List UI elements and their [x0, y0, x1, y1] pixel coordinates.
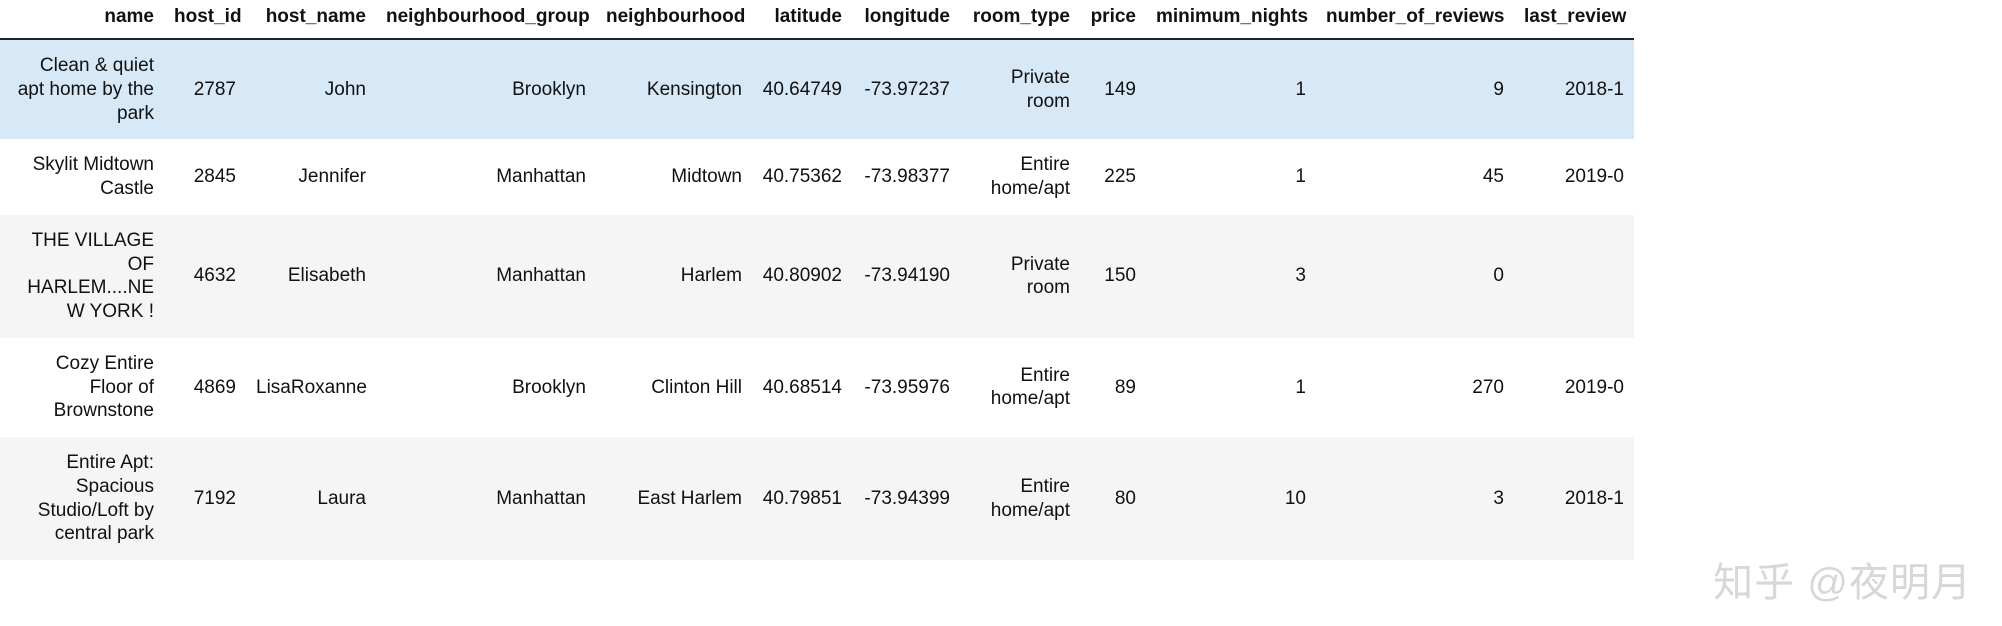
data-table: namehost_idhost_nameneighbourhood_groupn…	[0, 0, 1634, 560]
col-header-minimum_nights: minimum_nights	[1146, 0, 1316, 39]
cell-neighbourhood_group: Brooklyn	[376, 338, 596, 437]
cell-longitude: -73.95976	[852, 338, 960, 437]
cell-host_id: 4869	[164, 338, 246, 437]
cell-last_review: 2018-1	[1514, 437, 1634, 560]
cell-minimum_nights: 1	[1146, 338, 1316, 437]
col-header-latitude: latitude	[752, 0, 852, 39]
cell-neighbourhood: Clinton Hill	[596, 338, 752, 437]
cell-name: Entire Apt: Spacious Studio/Loft by cent…	[0, 437, 164, 560]
col-header-last_review: last_review	[1514, 0, 1634, 39]
cell-minimum_nights: 1	[1146, 139, 1316, 215]
col-header-neighbourhood: neighbourhood	[596, 0, 752, 39]
cell-latitude: 40.80902	[752, 215, 852, 338]
cell-room_type: Entire home/apt	[960, 437, 1080, 560]
col-header-host_name: host_name	[246, 0, 376, 39]
cell-room_type: Entire home/apt	[960, 139, 1080, 215]
cell-number_of_reviews: 9	[1316, 39, 1514, 139]
cell-last_review: 2019-0	[1514, 139, 1634, 215]
col-header-number_of_reviews: number_of_reviews	[1316, 0, 1514, 39]
cell-name: Clean & quiet apt home by the park	[0, 39, 164, 139]
cell-number_of_reviews: 270	[1316, 338, 1514, 437]
cell-neighbourhood_group: Manhattan	[376, 437, 596, 560]
cell-minimum_nights: 1	[1146, 39, 1316, 139]
cell-neighbourhood: Midtown	[596, 139, 752, 215]
cell-number_of_reviews: 45	[1316, 139, 1514, 215]
cell-longitude: -73.97237	[852, 39, 960, 139]
cell-longitude: -73.94399	[852, 437, 960, 560]
cell-price: 89	[1080, 338, 1146, 437]
cell-host_name: Elisabeth	[246, 215, 376, 338]
cell-room_type: Entire home/apt	[960, 338, 1080, 437]
cell-price: 150	[1080, 215, 1146, 338]
cell-neighbourhood: Kensington	[596, 39, 752, 139]
cell-room_type: Private room	[960, 39, 1080, 139]
table-row: Entire Apt: Spacious Studio/Loft by cent…	[0, 437, 1634, 560]
cell-latitude: 40.68514	[752, 338, 852, 437]
cell-name: THE VILLAGE OF HARLEM....NEW YORK !	[0, 215, 164, 338]
col-header-host_id: host_id	[164, 0, 246, 39]
cell-last_review	[1514, 215, 1634, 338]
cell-longitude: -73.98377	[852, 139, 960, 215]
cell-minimum_nights: 3	[1146, 215, 1316, 338]
table-row: Skylit Midtown Castle2845JenniferManhatt…	[0, 139, 1634, 215]
cell-host_id: 4632	[164, 215, 246, 338]
table-row: Clean & quiet apt home by the park2787Jo…	[0, 39, 1634, 139]
cell-host_name: John	[246, 39, 376, 139]
cell-neighbourhood_group: Brooklyn	[376, 39, 596, 139]
cell-neighbourhood: Harlem	[596, 215, 752, 338]
col-header-room_type: room_type	[960, 0, 1080, 39]
table-row: THE VILLAGE OF HARLEM....NEW YORK !4632E…	[0, 215, 1634, 338]
cell-number_of_reviews: 3	[1316, 437, 1514, 560]
header-row: namehost_idhost_nameneighbourhood_groupn…	[0, 0, 1634, 39]
table-row: Cozy Entire Floor of Brownstone4869LisaR…	[0, 338, 1634, 437]
cell-number_of_reviews: 0	[1316, 215, 1514, 338]
table-body: Clean & quiet apt home by the park2787Jo…	[0, 39, 1634, 560]
cell-neighbourhood_group: Manhattan	[376, 215, 596, 338]
cell-price: 80	[1080, 437, 1146, 560]
cell-host_name: LisaRoxanne	[246, 338, 376, 437]
table-head: namehost_idhost_nameneighbourhood_groupn…	[0, 0, 1634, 39]
cell-name: Cozy Entire Floor of Brownstone	[0, 338, 164, 437]
cell-host_id: 2787	[164, 39, 246, 139]
cell-latitude: 40.75362	[752, 139, 852, 215]
cell-room_type: Private room	[960, 215, 1080, 338]
cell-price: 225	[1080, 139, 1146, 215]
col-header-longitude: longitude	[852, 0, 960, 39]
cell-minimum_nights: 10	[1146, 437, 1316, 560]
table-viewport: namehost_idhost_nameneighbourhood_groupn…	[0, 0, 2002, 560]
cell-last_review: 2019-0	[1514, 338, 1634, 437]
cell-neighbourhood: East Harlem	[596, 437, 752, 560]
cell-latitude: 40.64749	[752, 39, 852, 139]
cell-last_review: 2018-1	[1514, 39, 1634, 139]
cell-price: 149	[1080, 39, 1146, 139]
cell-latitude: 40.79851	[752, 437, 852, 560]
cell-host_name: Jennifer	[246, 139, 376, 215]
col-header-name: name	[0, 0, 164, 39]
cell-host_id: 7192	[164, 437, 246, 560]
col-header-neighbourhood_group: neighbourhood_group	[376, 0, 596, 39]
cell-name: Skylit Midtown Castle	[0, 139, 164, 215]
cell-host_name: Laura	[246, 437, 376, 560]
col-header-price: price	[1080, 0, 1146, 39]
cell-longitude: -73.94190	[852, 215, 960, 338]
cell-host_id: 2845	[164, 139, 246, 215]
cell-neighbourhood_group: Manhattan	[376, 139, 596, 215]
